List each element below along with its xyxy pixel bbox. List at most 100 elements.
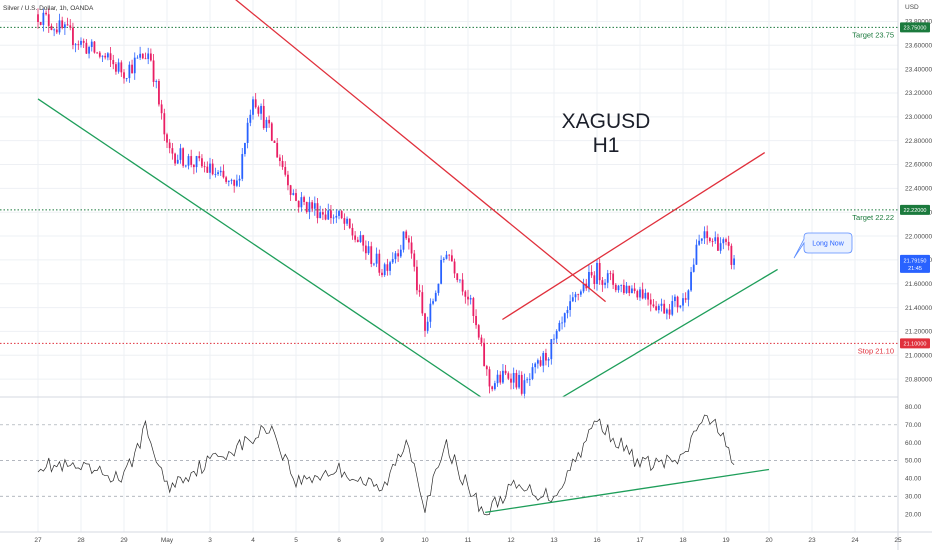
candle-body xyxy=(520,374,523,394)
candle-body xyxy=(389,262,391,271)
candle-body xyxy=(700,238,703,241)
candle-body xyxy=(104,55,107,58)
candle-body xyxy=(641,289,644,299)
candle-body xyxy=(364,245,367,254)
candle-body xyxy=(569,301,572,310)
candle-body xyxy=(421,292,424,314)
candle-body xyxy=(480,337,483,343)
candle-body xyxy=(206,166,209,173)
candle-body xyxy=(475,315,477,326)
price-tick-label: 21.00000 xyxy=(905,352,932,359)
candle-body xyxy=(370,246,373,264)
rsi-axis[interactable]: 80.00 70.00 60.00 50.00 40.00 30.00 20.00 xyxy=(905,404,922,518)
callout-bubble xyxy=(793,232,853,259)
time-tick-label: 19 xyxy=(722,537,730,544)
candle-body xyxy=(262,105,265,129)
candle-body xyxy=(179,148,182,160)
candle-body xyxy=(303,197,305,202)
candle-body xyxy=(152,60,155,82)
candle-body xyxy=(727,241,730,246)
time-tick-label: 9 xyxy=(380,537,384,544)
candle-body xyxy=(698,240,701,245)
trendlines[interactable] xyxy=(37,0,778,513)
candle-body xyxy=(241,154,244,179)
rsi-tick-label: 50.00 xyxy=(905,458,922,465)
candle-body xyxy=(292,193,295,195)
candle-body xyxy=(391,259,394,263)
callout-text: Long Now xyxy=(812,241,844,248)
candle-body xyxy=(168,142,171,149)
candle-body xyxy=(609,273,612,275)
candle-body xyxy=(37,14,39,23)
candle-body xyxy=(612,273,615,285)
candle-body xyxy=(714,237,717,242)
candle-body xyxy=(682,298,684,306)
long-now-callout[interactable]: Long Now xyxy=(793,232,853,259)
candle-body xyxy=(588,271,590,289)
candle-body xyxy=(725,239,727,242)
candle-body xyxy=(445,254,448,259)
candle-body xyxy=(706,231,709,238)
candle-body xyxy=(308,202,311,213)
candle-body xyxy=(214,174,217,175)
candle-body xyxy=(440,259,443,284)
candle-body xyxy=(80,40,82,45)
candle-body xyxy=(160,104,163,114)
resistance-rising[interactable] xyxy=(502,152,766,321)
candle-body xyxy=(628,285,631,294)
candle-body xyxy=(660,303,663,306)
candle-body xyxy=(485,366,488,370)
candle-body xyxy=(665,309,668,314)
time-tick-label: 17 xyxy=(636,537,644,544)
rsi-tick-label: 80.00 xyxy=(905,404,922,411)
candle-body xyxy=(499,374,502,383)
candle-body xyxy=(456,273,459,281)
candle-body xyxy=(225,177,228,182)
rsi-support-line[interactable] xyxy=(485,468,770,513)
candle-body xyxy=(335,215,338,218)
candle-body xyxy=(644,292,647,299)
time-axis[interactable]: 27 28 29 May 3 4 5 6 9 10 11 12 13 16 17 18 19 20 23 24 25 xyxy=(34,537,902,544)
candle-body xyxy=(410,242,413,254)
candle-body xyxy=(217,172,219,175)
candle-body xyxy=(340,211,343,219)
candle-body xyxy=(674,296,676,302)
candle-body xyxy=(582,283,585,292)
candle-body xyxy=(596,263,598,285)
time-tick-label: 10 xyxy=(421,537,429,544)
price-axis[interactable]: 23.80000 23.60000 23.40000 23.20000 23.00000… xyxy=(905,19,932,384)
resistance-downtrend[interactable] xyxy=(219,0,607,303)
candle-body xyxy=(278,157,281,162)
candle-body xyxy=(171,148,174,154)
candle-body xyxy=(574,294,577,298)
candle-body xyxy=(518,374,520,388)
grid xyxy=(0,0,899,532)
support-rising[interactable] xyxy=(562,268,778,397)
candle-body xyxy=(467,296,469,300)
candle-body xyxy=(496,374,499,384)
candle-body xyxy=(77,44,80,46)
candle-body xyxy=(319,212,322,219)
candle-body xyxy=(510,378,512,383)
candle-body xyxy=(631,288,633,294)
candle-body xyxy=(381,272,383,276)
candle-body xyxy=(101,55,104,57)
candle-body xyxy=(42,12,45,25)
candle-body xyxy=(448,254,451,256)
candle-body xyxy=(383,264,386,276)
candle-body xyxy=(375,253,378,264)
candle-body xyxy=(397,253,400,257)
price-tick-label: 22.60000 xyxy=(905,162,932,169)
price-badges: 23.75000 22.22000 21.10000 21.79150 21:45 xyxy=(900,22,930,349)
candle-body xyxy=(209,163,211,173)
candle-body xyxy=(687,290,690,300)
candle-body xyxy=(201,158,203,167)
candle-body xyxy=(58,20,61,33)
candle-body xyxy=(246,122,249,144)
candle-body xyxy=(663,303,666,314)
support-downtrend[interactable] xyxy=(37,98,482,397)
candle-body xyxy=(297,200,300,208)
time-tick-label: 13 xyxy=(550,537,558,544)
